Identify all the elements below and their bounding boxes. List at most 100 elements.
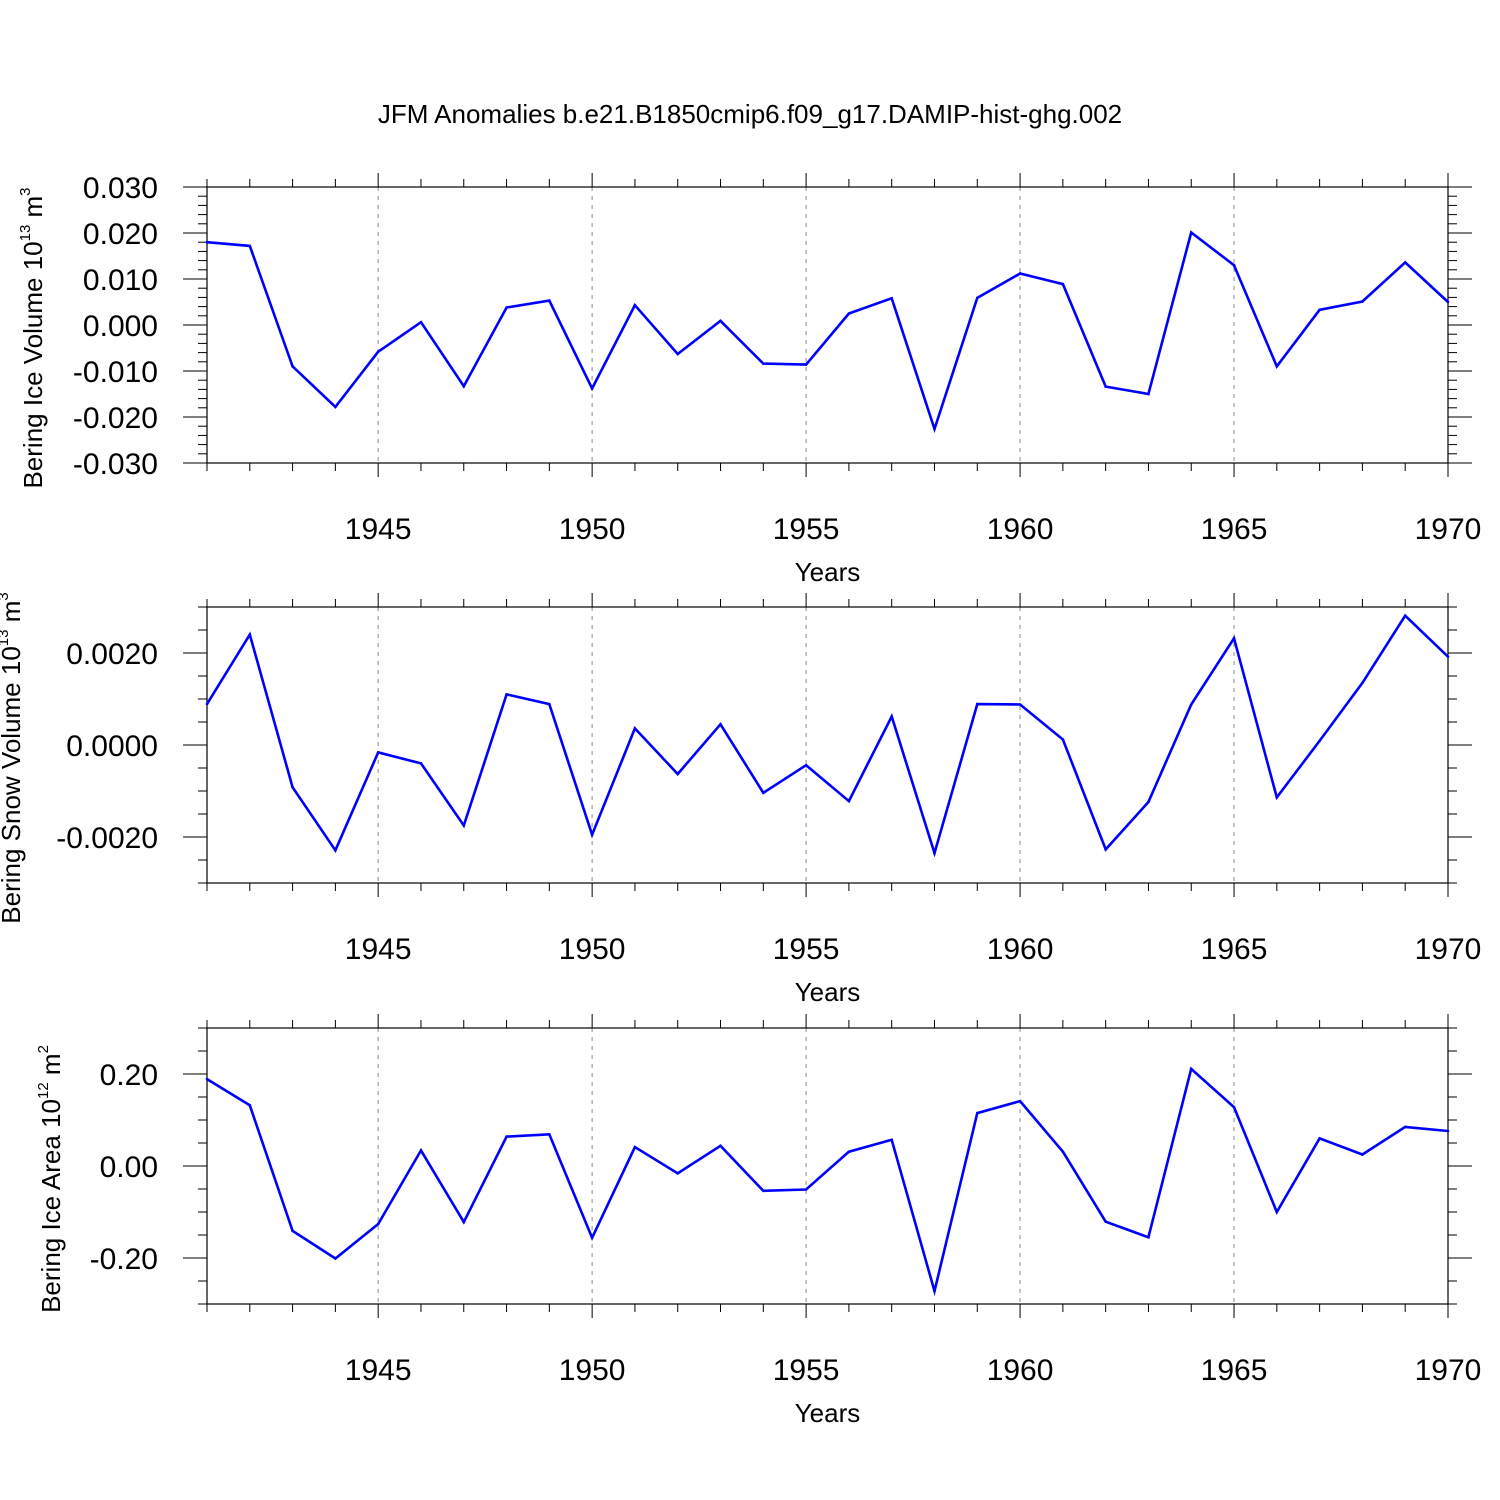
data-point (719, 1144, 722, 1148)
y-tick-label: 0.000 (83, 310, 158, 343)
data-point (1403, 614, 1407, 618)
data-point (334, 1257, 337, 1260)
panel-3: -0.20 0.00 0.20 1945 1950 1955 1960 1965 1970 Yea… (35, 1014, 1481, 1428)
x-tick-label: 1955 (773, 933, 840, 966)
data-point (505, 1135, 508, 1138)
x-tick-label: 1970 (1415, 1354, 1482, 1387)
data-point (1018, 1099, 1022, 1103)
data-point (462, 1220, 466, 1224)
data-point (1318, 308, 1321, 312)
data-point (1361, 300, 1364, 303)
data-point (1061, 1150, 1065, 1154)
y-tick-label: 0.0000 (66, 730, 158, 763)
x-tick-label: 1950 (559, 933, 626, 966)
data-point (676, 772, 680, 776)
data-point (462, 824, 466, 827)
x-axis-label: Years (795, 557, 861, 587)
data-point (633, 1145, 637, 1149)
data-point (1104, 1220, 1107, 1223)
data-point (1275, 1210, 1279, 1214)
x-tick-label: 1945 (345, 1354, 412, 1387)
y-axis-label: Bering Snow Volume 1013 m3 (0, 592, 26, 923)
data-point (1275, 365, 1279, 368)
x-tick-label: 1960 (987, 513, 1054, 546)
data-point (975, 702, 979, 706)
plot-frame (206, 1027, 1449, 1305)
data-point (548, 299, 551, 302)
data-point (1232, 636, 1236, 640)
y-axis-label-text: Bering Ice Area 10 (36, 1099, 66, 1313)
y-axis-label-unit-exponent: 3 (17, 187, 34, 195)
series-line-1 (205, 613, 1449, 858)
data-point (1104, 848, 1107, 851)
data-point (719, 723, 722, 726)
data-point (248, 244, 252, 248)
data-point (762, 791, 765, 795)
series-line-1 (206, 230, 1449, 434)
y-axis-label-exponent: 12 (35, 1082, 52, 1099)
x-tick-label: 1970 (1415, 513, 1482, 546)
panel-2: -0.0020 0.0000 0.0020 1945 1950 1955 1960 1965 1… (0, 592, 1481, 1007)
series-line-1 (206, 1066, 1449, 1297)
y-tick-label: -0.020 (73, 402, 158, 435)
x-tick-label: 1950 (559, 1354, 626, 1387)
data-point (804, 1188, 808, 1191)
data-point (633, 303, 637, 307)
y-tick-label: -0.030 (73, 448, 158, 481)
y-tick-label: 0.020 (83, 218, 158, 251)
data-point (890, 715, 893, 718)
data-point (1147, 1236, 1150, 1239)
data-point (1104, 385, 1107, 388)
data-point (590, 833, 594, 836)
data-point (890, 1138, 893, 1142)
data-point (847, 799, 851, 803)
data-point (847, 312, 851, 315)
data-point (1318, 1137, 1321, 1140)
data-point (804, 763, 808, 767)
data-point (590, 1236, 594, 1240)
data-point (205, 1077, 209, 1081)
data-point (975, 296, 979, 300)
plot-frame (206, 186, 1449, 464)
data-point (334, 849, 337, 852)
data-point (505, 693, 508, 696)
y-axis-label-unit-exponent: 2 (35, 1045, 52, 1053)
x-axis-label: Years (795, 1398, 861, 1428)
data-point (1232, 263, 1236, 267)
data-point (804, 363, 808, 366)
data-point (1318, 739, 1321, 743)
data-point (1061, 738, 1065, 741)
data-point (1446, 300, 1450, 304)
x-tick-label: 1950 (559, 513, 626, 546)
y-tick-label: 0.030 (83, 172, 158, 205)
x-tick-label: 1965 (1201, 513, 1268, 546)
data-point (676, 352, 680, 356)
y-tick-label: 0.00 (100, 1151, 158, 1184)
data-point (1232, 1105, 1236, 1109)
data-point (676, 1172, 680, 1175)
data-point (419, 762, 423, 765)
x-tick-label: 1945 (345, 933, 412, 966)
data-point (1189, 1067, 1193, 1071)
y-tick-label: -0.010 (73, 356, 158, 389)
data-point (548, 702, 551, 706)
data-point (762, 362, 765, 365)
y-tick-label: -0.20 (90, 1243, 158, 1276)
data-point (291, 365, 294, 368)
y-axis-label: Bering Ice Area 1012 m2 (35, 1045, 66, 1313)
data-point (1446, 655, 1450, 658)
data-point (933, 1289, 936, 1293)
data-point (1189, 231, 1193, 234)
data-point (1018, 703, 1022, 706)
data-point (248, 633, 252, 636)
y-tick-label: 0.0020 (66, 638, 158, 671)
data-point (1189, 703, 1193, 706)
y-axis-label: Bering Ice Volume 1013 m3 (17, 187, 48, 488)
data-point (719, 319, 722, 323)
y-axis-label-unit: m (18, 196, 48, 225)
x-tick-label: 1955 (773, 513, 840, 546)
data-point (291, 1229, 294, 1233)
data-point (1275, 796, 1279, 799)
y-axis-label-exponent: 13 (17, 225, 34, 242)
y-axis-label-unit-exponent: 3 (0, 592, 12, 600)
